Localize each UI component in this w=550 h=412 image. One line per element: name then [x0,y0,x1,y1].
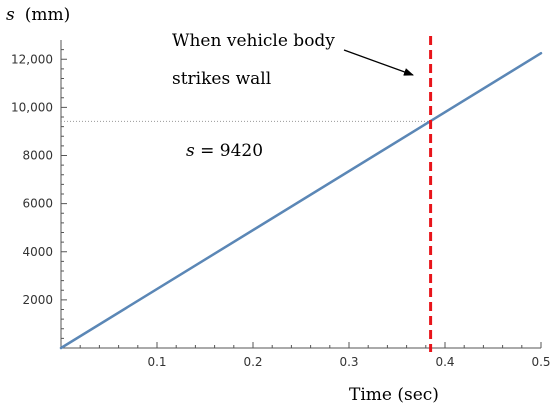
x-tick-label: 0.4 [435,355,454,369]
y-tick-label: 10,000 [11,100,53,114]
annotation-arrow [343,49,414,76]
displacement-series-line [59,51,543,350]
y-tick-label: 4000 [22,245,53,259]
y-tick-label: 2000 [22,293,53,307]
y-axis-label: s (mm) [6,5,70,25]
y-tick-label: 6000 [22,197,53,211]
y-tick-label: 8000 [22,149,53,163]
x-axis-label: Time (sec) [349,385,439,405]
x-tick-label: 0.1 [147,355,166,369]
y-tick-label: 12,000 [11,52,53,66]
x-tick-label: 0.5 [531,355,550,369]
s-value-annotation: s = 9420 [186,141,263,161]
impact-annotation-line2: strikes wall [172,69,271,89]
x-tick-label: 0.3 [339,355,358,369]
x-tick-label: 0.2 [243,355,262,369]
axis-ticks [61,49,542,348]
impact-annotation-line1: When vehicle body [172,31,335,51]
axis-tick-labels: 0.1 0.2 0.3 0.4 0.5 2000 4000 6000 8000 10,000 12,… [11,52,550,369]
